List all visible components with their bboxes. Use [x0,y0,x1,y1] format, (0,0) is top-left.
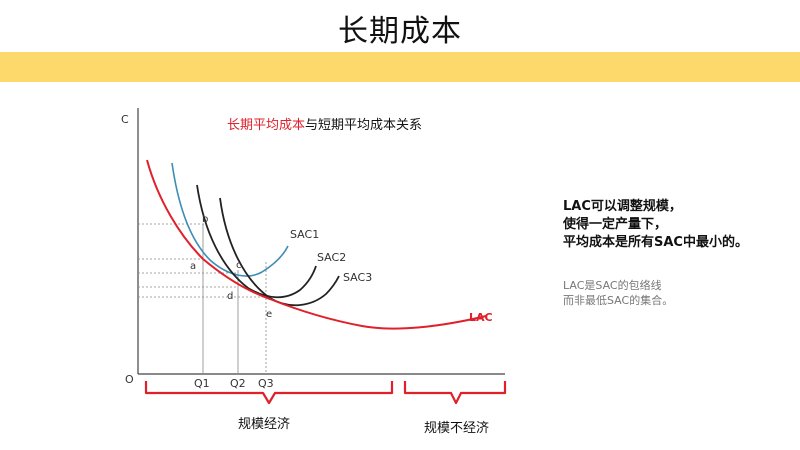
vertical-guide-lines [202,224,267,374]
point-b-label: b [202,214,208,225]
heading-black-part: 与短期平均成本关系 [305,118,422,133]
sac2-curve [196,184,317,299]
q3-label: Q3 [258,377,274,390]
lac-curve [146,159,487,330]
diseconomies-label: 规模不经济 [424,421,489,436]
q2-label: Q2 [230,377,246,390]
heading-red-part: 长期平均成本 [227,118,305,133]
main-note-line: 使得一定产量下， [563,217,668,232]
economies-brace [144,381,394,405]
sac1-curve [171,162,289,277]
diseconomies-brace [403,381,507,405]
range-braces [144,381,507,405]
y-axis-label: C [121,113,129,126]
sub-note: LAC是SAC的包络线 而非最低SAC的集合。 [563,278,793,308]
sac3-label: SAC3 [343,271,372,284]
diagram-heading: 长期平均成本与短期平均成本关系 [227,118,422,133]
sac1-label: SAC1 [290,228,319,241]
economies-label: 规模经济 [238,417,290,432]
point-d-label: d [227,291,233,302]
main-note-line: LAC可以调整规模， [563,199,682,214]
origin-label: O [125,373,134,386]
q1-label: Q1 [194,377,210,390]
slide-title: 长期成本 [338,14,462,49]
sub-note-line: 而非最低SAC的集合。 [563,294,674,307]
point-a-label: a [190,261,196,272]
main-note: LAC可以调整规模， 使得一定产量下， 平均成本是所有SAC中最小的。 [563,198,793,252]
main-note-line: 平均成本是所有SAC中最小的。 [563,235,748,250]
title-band [0,52,800,82]
point-c-label: c [236,260,242,271]
horizontal-guide-lines [138,223,266,298]
sac3-curve [219,197,340,307]
sub-note-line: LAC是SAC的包络线 [563,279,662,292]
lac-label: LAC [469,311,493,324]
sac2-label: SAC2 [317,251,346,264]
point-e-label: e [266,309,272,320]
